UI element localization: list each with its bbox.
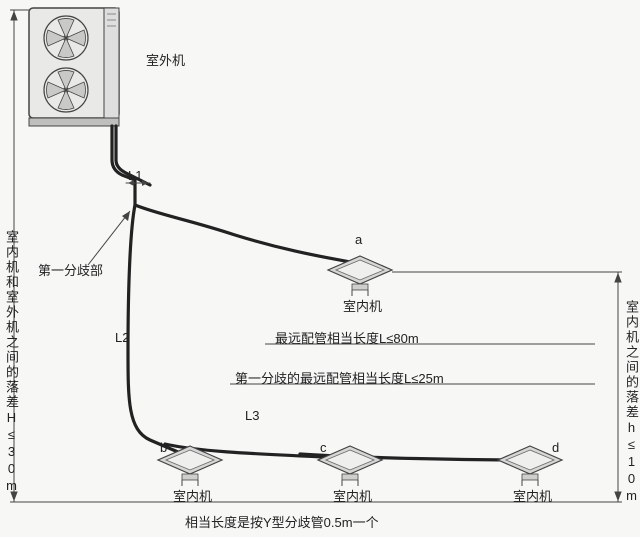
note-25m: 第一分歧的最远配管相当长度L≤25m	[235, 368, 444, 387]
indoor-unit-a	[328, 256, 392, 296]
branch-callout	[88, 211, 130, 265]
note-right: 室内机之间的落差h≤10m	[622, 300, 640, 505]
outdoor-label: 室外机	[146, 50, 185, 69]
branch-label: 第一分歧部	[38, 260, 103, 279]
l3-label: L3	[245, 408, 259, 423]
note-left: 室内机和室外机之间的落差H≤30m	[2, 230, 21, 495]
piping	[112, 126, 525, 460]
l2-label: L2	[115, 330, 129, 345]
note-80m: 最远配管相当长度L≤80m	[275, 328, 419, 347]
unit-c-label: 室内机	[333, 486, 372, 505]
indoor-unit-c	[318, 446, 382, 486]
unit-d-id: d	[552, 440, 559, 455]
unit-d-label: 室内机	[513, 486, 552, 505]
unit-c-id: c	[320, 440, 327, 455]
unit-b-label: 室内机	[173, 486, 212, 505]
unit-a-id: a	[355, 232, 362, 247]
unit-b-id: b	[160, 440, 167, 455]
note-bottom: 相当长度是按Y型分歧管0.5m一个	[185, 512, 379, 531]
outdoor-unit	[29, 8, 119, 126]
unit-a-label: 室内机	[343, 296, 382, 315]
l1-label: L1	[128, 168, 142, 183]
